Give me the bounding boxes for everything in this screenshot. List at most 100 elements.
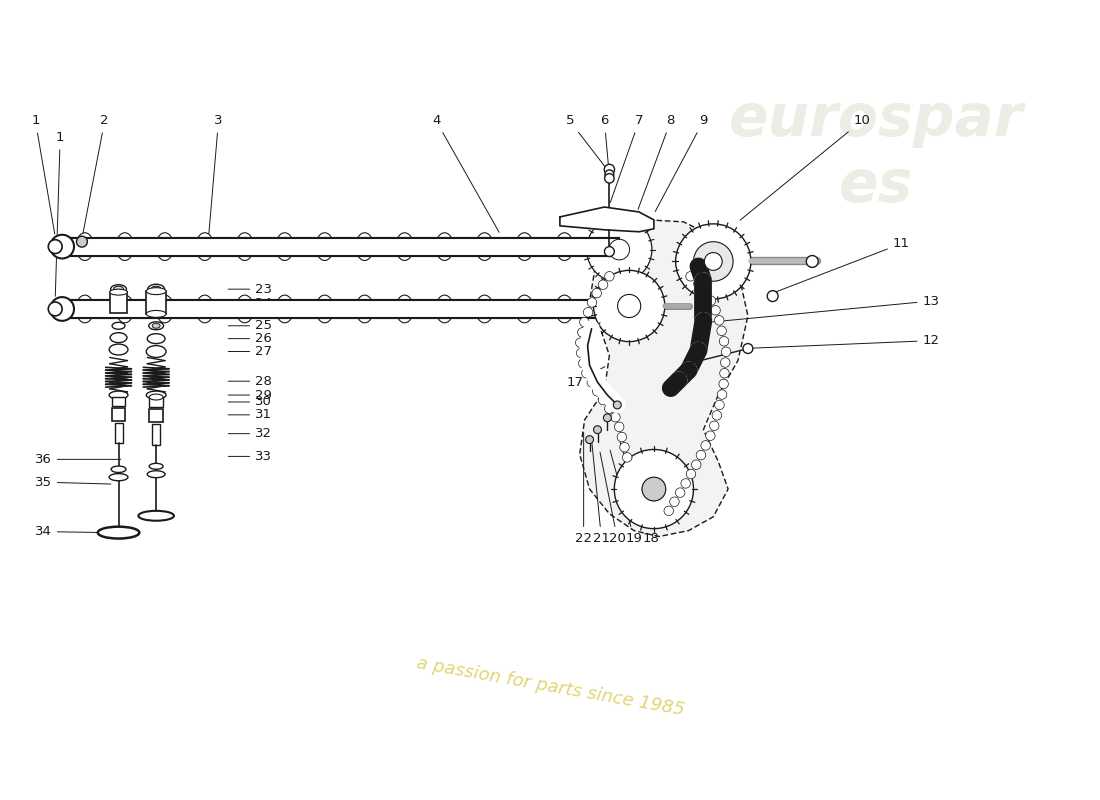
Ellipse shape	[355, 295, 374, 323]
Circle shape	[585, 436, 594, 443]
Circle shape	[578, 328, 587, 337]
Circle shape	[51, 297, 74, 321]
Text: 22: 22	[575, 433, 592, 545]
Circle shape	[710, 421, 719, 430]
Circle shape	[701, 249, 726, 274]
Ellipse shape	[76, 233, 94, 261]
Text: eurospar
es: eurospar es	[729, 91, 1024, 214]
Circle shape	[806, 255, 818, 267]
Circle shape	[586, 217, 652, 282]
Ellipse shape	[316, 233, 333, 261]
Text: 8: 8	[638, 114, 675, 210]
Bar	[112, 408, 125, 421]
Ellipse shape	[109, 391, 128, 399]
Text: 2: 2	[82, 114, 109, 236]
Bar	[150, 409, 163, 422]
Ellipse shape	[156, 295, 174, 323]
Text: 36: 36	[35, 453, 121, 466]
Circle shape	[719, 369, 729, 378]
Text: a passion for parts since 1985: a passion for parts since 1985	[415, 654, 685, 719]
Text: 20: 20	[600, 452, 626, 545]
Ellipse shape	[196, 295, 213, 323]
Bar	[112, 397, 125, 406]
Circle shape	[605, 174, 614, 183]
Ellipse shape	[116, 295, 134, 323]
Ellipse shape	[110, 333, 126, 342]
Text: 34: 34	[35, 525, 106, 538]
Ellipse shape	[196, 233, 213, 261]
Ellipse shape	[110, 289, 128, 295]
Circle shape	[598, 280, 608, 290]
Ellipse shape	[276, 295, 294, 323]
Ellipse shape	[76, 295, 94, 323]
Ellipse shape	[111, 466, 126, 473]
Ellipse shape	[109, 344, 128, 355]
Circle shape	[694, 279, 703, 288]
Circle shape	[715, 315, 724, 325]
Circle shape	[580, 318, 590, 327]
Ellipse shape	[556, 295, 573, 323]
Ellipse shape	[147, 284, 165, 294]
Bar	[60, 300, 619, 318]
Ellipse shape	[113, 286, 123, 292]
Ellipse shape	[146, 391, 166, 399]
Ellipse shape	[98, 526, 140, 538]
Text: 24: 24	[228, 297, 272, 310]
Circle shape	[605, 170, 614, 179]
Circle shape	[592, 288, 602, 298]
Text: 6: 6	[601, 114, 609, 174]
Text: 25: 25	[228, 319, 272, 332]
Text: 4: 4	[432, 114, 499, 232]
Circle shape	[692, 460, 701, 470]
Bar	[114, 422, 122, 442]
Circle shape	[720, 358, 730, 367]
Bar	[60, 238, 619, 255]
Ellipse shape	[156, 233, 174, 261]
Circle shape	[675, 224, 751, 299]
Text: 28: 28	[228, 374, 272, 388]
Circle shape	[609, 239, 629, 260]
Text: 7: 7	[610, 114, 643, 202]
Circle shape	[587, 378, 596, 387]
Circle shape	[582, 369, 591, 378]
Circle shape	[642, 478, 666, 501]
Circle shape	[696, 450, 706, 460]
Bar	[60, 238, 619, 255]
Circle shape	[614, 450, 693, 529]
Circle shape	[706, 296, 716, 306]
Ellipse shape	[152, 323, 161, 328]
Ellipse shape	[516, 295, 534, 323]
Text: 33: 33	[228, 450, 272, 463]
Text: 35: 35	[35, 476, 111, 489]
Ellipse shape	[146, 288, 166, 294]
Text: 13: 13	[706, 294, 939, 322]
Ellipse shape	[475, 233, 494, 261]
Circle shape	[701, 441, 711, 450]
Text: 1: 1	[31, 114, 55, 234]
Text: 12: 12	[746, 334, 939, 349]
Circle shape	[715, 400, 724, 410]
Circle shape	[594, 270, 664, 342]
Ellipse shape	[112, 322, 125, 330]
Circle shape	[686, 470, 695, 479]
Circle shape	[717, 326, 726, 335]
Text: 18: 18	[620, 442, 659, 545]
Bar	[146, 291, 166, 314]
Ellipse shape	[436, 295, 453, 323]
Text: 27: 27	[228, 345, 272, 358]
Circle shape	[681, 478, 691, 488]
Ellipse shape	[316, 295, 333, 323]
Ellipse shape	[595, 233, 614, 261]
Circle shape	[719, 337, 729, 346]
Text: 32: 32	[228, 427, 272, 440]
Ellipse shape	[516, 233, 534, 261]
Text: 1: 1	[55, 131, 65, 296]
Ellipse shape	[146, 310, 166, 318]
Text: 26: 26	[228, 332, 272, 345]
Ellipse shape	[396, 295, 414, 323]
Ellipse shape	[355, 233, 374, 261]
Polygon shape	[580, 220, 748, 537]
Ellipse shape	[556, 233, 573, 261]
Ellipse shape	[436, 233, 453, 261]
Ellipse shape	[109, 474, 128, 481]
